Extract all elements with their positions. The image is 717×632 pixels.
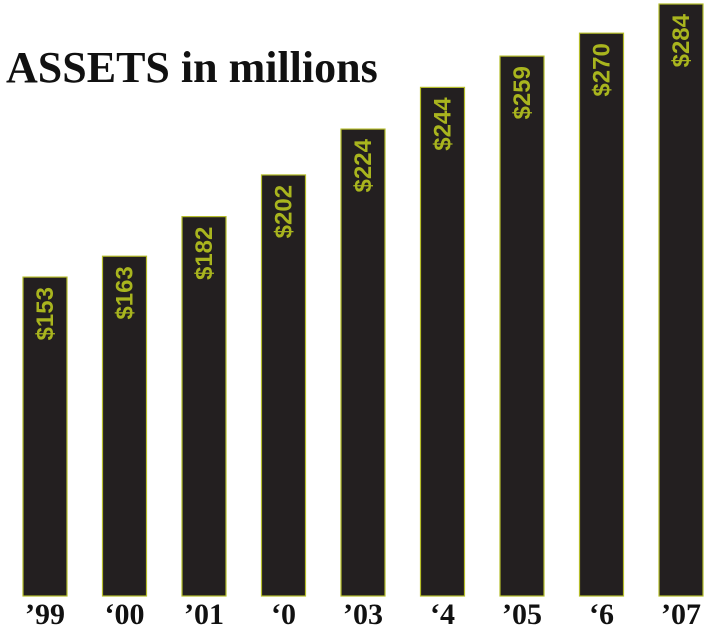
bar-6 <box>499 55 545 597</box>
value-labels-group: $153 $163 $182 $202 $224 $244 $259 $270 $284 <box>32 13 695 340</box>
value-label-1: $163 <box>112 266 139 319</box>
bar-1 <box>101 255 148 597</box>
bar-8 <box>658 3 704 597</box>
bar-4 <box>340 128 386 597</box>
value-label-4: $224 <box>350 138 377 192</box>
x-tick-label-2: ’01 <box>184 598 224 631</box>
bar-7 <box>578 32 625 597</box>
x-tick-label-8: ’07 <box>661 598 701 631</box>
bar-5 <box>419 86 466 597</box>
chart-title: ASSETS in millions <box>6 43 378 92</box>
value-label-3: $202 <box>271 185 298 238</box>
bar-0 <box>22 276 68 597</box>
bar-2 <box>181 216 227 597</box>
x-tick-label-3: ‘0 <box>271 598 296 631</box>
x-tick-label-6: ’05 <box>502 598 542 631</box>
value-label-8: $284 <box>668 13 695 67</box>
value-label-0: $153 <box>32 287 59 340</box>
x-tick-label-0: ’99 <box>25 598 65 631</box>
x-tick-label-5: ‘4 <box>430 598 455 631</box>
bar-3 <box>260 174 307 597</box>
value-label-2: $182 <box>191 227 218 280</box>
x-tick-label-7: ‘6 <box>589 598 614 631</box>
value-label-7: $270 <box>589 43 616 96</box>
x-tick-labels-group: ’99 ‘00 ’01 ‘0 ’03 ‘4 ’05 ‘6 ’07 <box>25 598 701 631</box>
x-tick-label-4: ’03 <box>343 598 383 631</box>
bars-group <box>22 3 704 597</box>
value-label-5: $244 <box>430 97 457 151</box>
x-tick-label-1: ‘00 <box>105 598 145 631</box>
value-label-6: $259 <box>509 66 536 119</box>
